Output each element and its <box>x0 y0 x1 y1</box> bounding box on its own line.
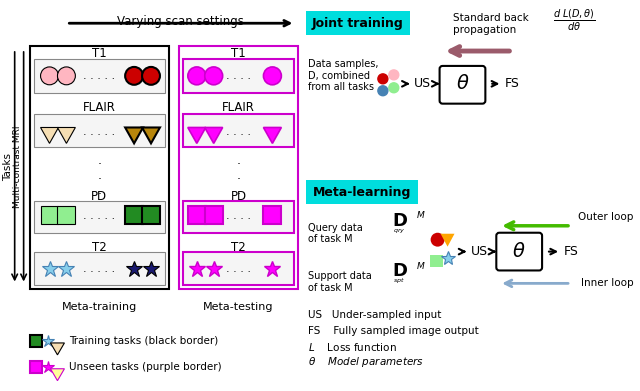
Circle shape <box>58 67 76 85</box>
Text: Inner loop: Inner loop <box>581 278 634 289</box>
Text: .
.
.: . . . <box>97 154 101 197</box>
Text: $\theta$: $\theta$ <box>456 74 469 93</box>
Text: US   Under-sampled input: US Under-sampled input <box>308 310 442 320</box>
Text: FS    Fully sampled image output: FS Fully sampled image output <box>308 326 479 336</box>
Circle shape <box>378 86 388 96</box>
Text: PD: PD <box>230 190 246 203</box>
Circle shape <box>188 67 205 85</box>
Circle shape <box>431 233 445 247</box>
Text: $\mathbf{D}$: $\mathbf{D}$ <box>392 212 408 230</box>
Text: T2: T2 <box>92 241 107 254</box>
Text: $_{spt}$: $_{spt}$ <box>393 277 405 286</box>
Polygon shape <box>142 127 160 143</box>
Text: FLAIR: FLAIR <box>222 101 255 114</box>
FancyBboxPatch shape <box>40 206 58 224</box>
FancyBboxPatch shape <box>440 66 485 104</box>
FancyBboxPatch shape <box>33 59 165 93</box>
Text: $\theta$: $\theta$ <box>513 242 526 261</box>
Text: $\theta$    Model parameters: $\theta$ Model parameters <box>308 355 424 369</box>
Text: . . . .: . . . . <box>226 264 251 274</box>
Text: PD: PD <box>91 190 108 203</box>
Text: T1: T1 <box>92 47 107 59</box>
Circle shape <box>125 67 143 85</box>
FancyBboxPatch shape <box>33 251 165 285</box>
Text: . . . .: . . . . <box>226 211 251 221</box>
Text: $L$    Loss function: $L$ Loss function <box>308 341 397 353</box>
Text: Training tasks (black border): Training tasks (black border) <box>69 336 219 346</box>
Text: Support data
of task M: Support data of task M <box>308 271 372 293</box>
Text: Varying scan settings: Varying scan settings <box>117 15 244 28</box>
Text: . . . . .: . . . . . <box>83 71 115 81</box>
Circle shape <box>40 67 58 85</box>
Text: . . . . .: . . . . . <box>83 264 115 274</box>
FancyBboxPatch shape <box>142 206 160 224</box>
Text: Data samples,
D, combined
from all tasks: Data samples, D, combined from all tasks <box>308 59 379 92</box>
Text: Outer loop: Outer loop <box>579 212 634 222</box>
Circle shape <box>378 74 388 84</box>
Polygon shape <box>125 127 143 143</box>
FancyBboxPatch shape <box>188 206 205 224</box>
Circle shape <box>389 70 399 80</box>
Text: Unseen tasks (purple border): Unseen tasks (purple border) <box>69 362 222 372</box>
FancyBboxPatch shape <box>33 201 165 233</box>
FancyBboxPatch shape <box>29 361 42 373</box>
FancyBboxPatch shape <box>496 233 542 271</box>
FancyBboxPatch shape <box>429 255 443 267</box>
Text: $M$: $M$ <box>416 209 425 221</box>
Text: T1: T1 <box>231 47 246 59</box>
Text: Joint training: Joint training <box>312 17 404 30</box>
FancyBboxPatch shape <box>33 114 165 147</box>
Text: $M$: $M$ <box>416 260 425 271</box>
FancyBboxPatch shape <box>205 206 223 224</box>
Text: . . . . .: . . . . . <box>83 127 115 138</box>
Polygon shape <box>440 234 454 247</box>
Polygon shape <box>58 127 76 143</box>
Text: $_{qry}$: $_{qry}$ <box>393 226 405 235</box>
FancyBboxPatch shape <box>307 180 418 204</box>
Text: $\frac{d\ L(D,\theta)}{d\theta}$: $\frac{d\ L(D,\theta)}{d\theta}$ <box>552 7 595 33</box>
Text: FLAIR: FLAIR <box>83 101 116 114</box>
Polygon shape <box>264 127 282 143</box>
FancyBboxPatch shape <box>29 46 169 289</box>
Text: Standard back
propagation: Standard back propagation <box>452 13 528 35</box>
Circle shape <box>389 83 399 93</box>
Text: T2: T2 <box>231 241 246 254</box>
FancyBboxPatch shape <box>183 251 294 285</box>
FancyBboxPatch shape <box>183 59 294 93</box>
Polygon shape <box>40 127 58 143</box>
Text: US: US <box>471 245 488 258</box>
FancyBboxPatch shape <box>307 11 410 35</box>
Polygon shape <box>51 343 65 355</box>
Text: $\mathbf{D}$: $\mathbf{D}$ <box>392 262 408 280</box>
Circle shape <box>205 67 223 85</box>
Text: . . . . .: . . . . . <box>83 211 115 221</box>
Text: Meta-testing: Meta-testing <box>204 302 274 312</box>
FancyBboxPatch shape <box>58 206 76 224</box>
FancyBboxPatch shape <box>183 114 294 147</box>
Text: . . . .: . . . . <box>226 127 251 138</box>
Polygon shape <box>51 369 65 381</box>
Text: .
.
.: . . . <box>237 154 241 197</box>
Text: FS: FS <box>563 245 579 258</box>
Polygon shape <box>188 127 205 143</box>
FancyBboxPatch shape <box>183 201 294 233</box>
Text: . . . .: . . . . <box>226 71 251 81</box>
Circle shape <box>142 67 160 85</box>
Circle shape <box>264 67 282 85</box>
FancyBboxPatch shape <box>179 46 298 289</box>
FancyBboxPatch shape <box>264 206 282 224</box>
Text: Query data
of task M: Query data of task M <box>308 223 363 244</box>
Text: Meta-learning: Meta-learning <box>313 185 411 199</box>
Text: Meta-training: Meta-training <box>61 302 137 312</box>
Polygon shape <box>205 127 223 143</box>
FancyBboxPatch shape <box>125 206 143 224</box>
Text: Multi-contrast MRI: Multi-contrast MRI <box>13 126 22 208</box>
Text: Tasks: Tasks <box>3 153 13 181</box>
Text: US: US <box>414 77 431 90</box>
Text: FS: FS <box>505 77 520 90</box>
FancyBboxPatch shape <box>29 335 42 347</box>
